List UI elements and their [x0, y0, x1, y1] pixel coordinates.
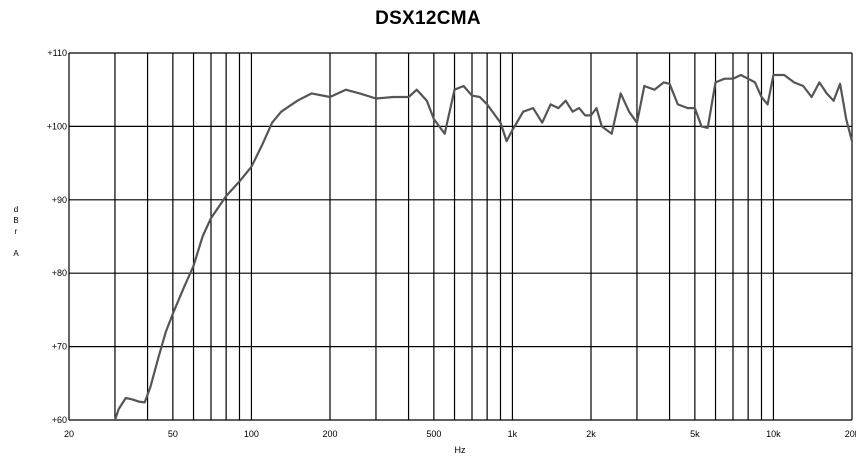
- x-tick-label: 20: [64, 429, 74, 439]
- x-tick-label: 2k: [586, 429, 596, 439]
- x-axis-label: Hz: [454, 445, 466, 455]
- x-tick-label: 5k: [690, 429, 700, 439]
- y-axis-label: d B r A: [10, 204, 22, 259]
- x-tick-label: 10k: [766, 429, 781, 439]
- y-tick-label: +100: [47, 121, 67, 131]
- y-tick-label: +70: [52, 342, 67, 352]
- grid: [68, 52, 853, 421]
- x-tick-label: 100: [244, 429, 259, 439]
- y-tick-label: +90: [52, 195, 67, 205]
- y-axis-label-char: d: [13, 205, 19, 214]
- y-tick-label: +60: [52, 415, 67, 425]
- x-tick-label: 500: [426, 429, 441, 439]
- series-line: [113, 73, 854, 422]
- x-tick-label: 200: [322, 429, 337, 439]
- series-layer: [113, 73, 854, 422]
- y-tick-label: +110: [47, 48, 67, 58]
- tick-labels: +60 +70 +80 +90 +100 +110 20 50 100 200 500 1k 2k 5k 1…: [47, 48, 856, 439]
- y-axis-label-char: B: [13, 216, 19, 225]
- y-axis-label-char: A: [13, 249, 19, 258]
- x-tick-label: 1k: [508, 429, 518, 439]
- y-axis-label-char: r: [14, 227, 18, 236]
- x-tick-label: 20k: [845, 429, 856, 439]
- x-tick-label: 50: [168, 429, 178, 439]
- y-tick-label: +80: [52, 268, 67, 278]
- chart-title: DSX12CMA: [375, 8, 481, 29]
